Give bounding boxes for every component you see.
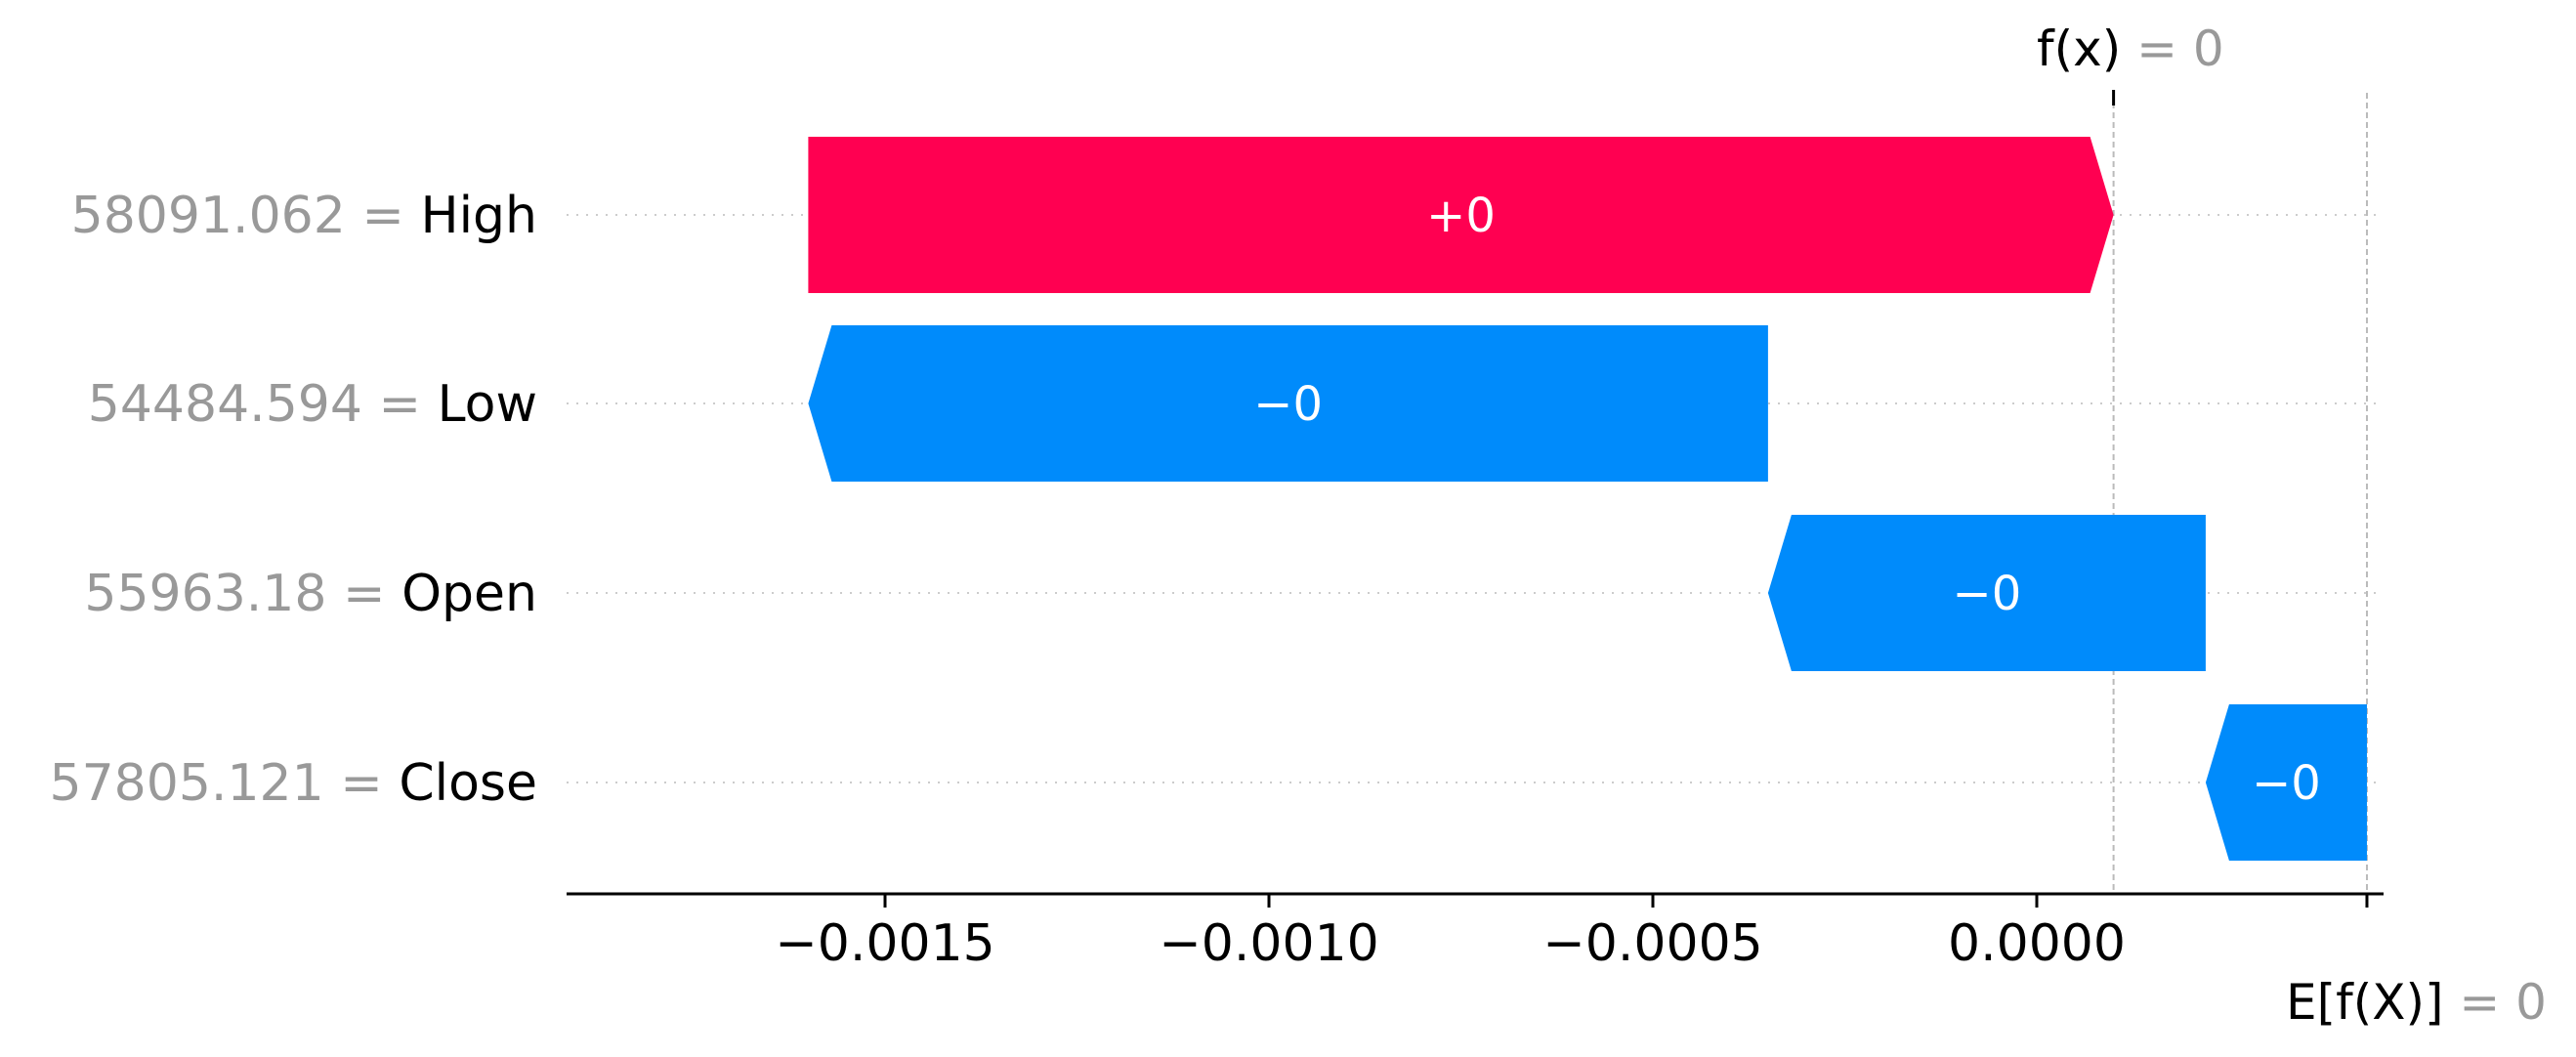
bar-label-low: −0 [1253, 377, 1323, 432]
bar-label-high: +0 [1426, 189, 1496, 243]
bar-label-open: −0 [1953, 567, 2022, 621]
x-tick-label-0: −0.0015 [775, 914, 995, 973]
feature-label-low: 54484.594 = Low [88, 375, 537, 434]
x-tick-label-3: 0.0000 [1948, 914, 2126, 973]
bar-low [808, 325, 1768, 482]
feature-label-high: 58091.062 = High [71, 187, 537, 245]
output-value-annotation: f(x) = 0 [2037, 21, 2224, 77]
feature-label-open: 55963.18 = Open [84, 565, 537, 623]
bar-open [1767, 515, 2206, 671]
x-tick-label-1: −0.0010 [1159, 914, 1379, 973]
feature-name: Close [399, 754, 537, 813]
feature-value: 57805.121 = [50, 754, 400, 813]
bar-high [808, 137, 2114, 293]
x-tick-label-2: −0.0005 [1542, 914, 1763, 973]
feature-value: 54484.594 = [88, 375, 438, 434]
bar-label-close: −0 [2252, 756, 2321, 811]
feature-name: High [420, 187, 537, 245]
feature-value: 55963.18 = [84, 565, 401, 623]
feature-label-close: 57805.121 = Close [50, 754, 538, 813]
bar-close [2205, 704, 2367, 861]
feature-value: 58091.062 = [71, 187, 421, 245]
base-value-annotation: E[f(X)] = 0 [2286, 974, 2547, 1031]
feature-name: Low [438, 375, 537, 434]
feature-name: Open [401, 565, 537, 623]
